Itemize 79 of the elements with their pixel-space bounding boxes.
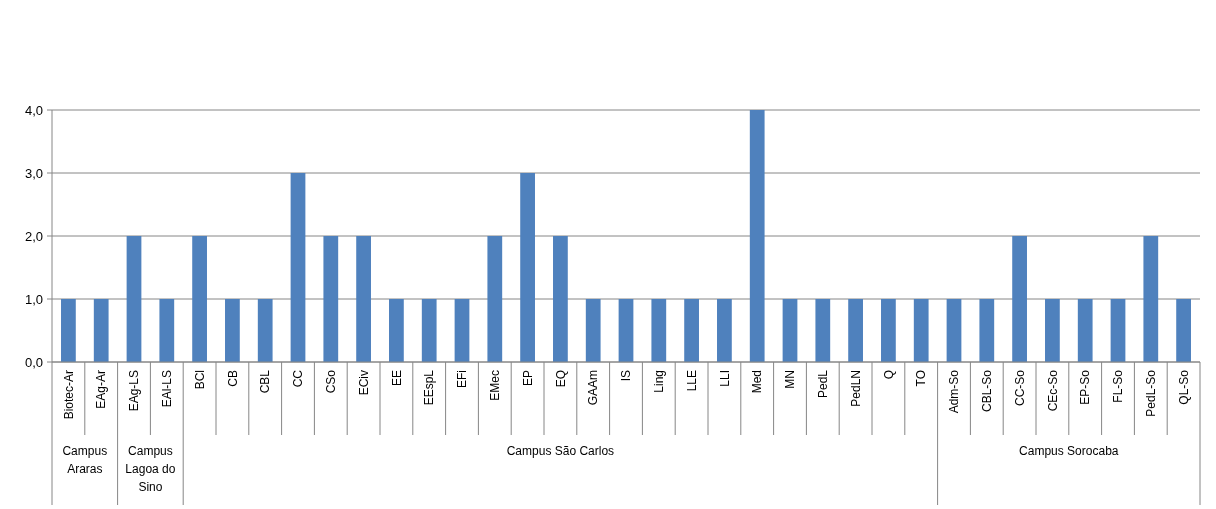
x-tick-label: EP-So <box>1078 369 1093 405</box>
x-tick-label: LLE <box>684 370 699 392</box>
bar <box>717 299 732 362</box>
x-tick-label: CSo <box>324 369 338 394</box>
bar <box>421 299 437 362</box>
bar <box>126 236 142 362</box>
x-tick-label: EAl-LS <box>160 370 174 408</box>
text: Campus Sorocaba <box>1019 444 1119 458</box>
x-tick-label: CC-So <box>1012 369 1027 407</box>
bar <box>848 299 863 362</box>
bar <box>553 236 568 362</box>
bar <box>881 299 896 362</box>
bar <box>946 299 962 362</box>
bar <box>815 299 831 362</box>
bar <box>979 299 995 362</box>
bar <box>93 299 109 362</box>
x-tick-label: CBL-So <box>980 369 994 413</box>
x-tick-label: EEspL <box>422 369 437 406</box>
bar <box>225 299 240 362</box>
bar <box>61 299 76 362</box>
x-tick-label: FL-So <box>1111 369 1126 403</box>
bar <box>389 299 404 362</box>
bar <box>1077 299 1093 362</box>
y-tick-label: 0,0 <box>24 354 43 370</box>
bar <box>454 299 470 362</box>
y-tick-label: 3,0 <box>24 165 43 181</box>
x-tick-label: IS <box>619 370 634 382</box>
bar <box>1176 299 1191 362</box>
bar <box>1045 299 1060 362</box>
x-tick-label: EE <box>389 370 404 387</box>
x-tick-label: EMec <box>488 370 502 401</box>
x-tick-label: Ling <box>652 370 666 393</box>
y-tick-label: 4,0 <box>24 102 43 118</box>
bar <box>585 299 601 362</box>
x-tick-label: QL-So <box>1176 369 1191 405</box>
bar <box>323 236 339 362</box>
x-tick-label: MN <box>783 370 798 389</box>
x-tick-label: CEc-So <box>1045 369 1060 412</box>
bar <box>1143 236 1159 362</box>
bar <box>257 299 273 362</box>
bar <box>192 236 207 362</box>
bar <box>684 299 699 362</box>
x-tick-label: CB <box>225 370 240 387</box>
bar <box>913 299 929 362</box>
x-tick-label: PedL <box>816 369 830 399</box>
bar <box>487 236 503 362</box>
text: Campus Araras <box>62 444 108 476</box>
x-tick-label: ECiv <box>356 370 371 396</box>
x-tick-label: Biotec-Ar <box>61 370 76 420</box>
bar <box>159 299 175 362</box>
x-tick-label: TO <box>914 370 929 387</box>
x-tick-label: PedL-So <box>1144 369 1158 417</box>
bar <box>782 299 798 362</box>
x-tick-label: GAAm <box>586 370 601 406</box>
text: Campus Lagoa do Sino <box>125 444 176 494</box>
x-tick-label: EFi <box>455 370 470 388</box>
x-tick-label: BCl <box>192 370 207 390</box>
y-tick-label: 2,0 <box>24 228 43 244</box>
y-tick-label: 1,0 <box>24 291 43 307</box>
bar <box>651 299 667 362</box>
bar <box>618 299 634 362</box>
x-tick-label: CBL <box>258 369 273 394</box>
bar <box>356 236 371 362</box>
bar <box>749 110 765 362</box>
x-tick-label: LLI <box>717 370 732 387</box>
bar <box>520 173 535 362</box>
x-tick-label: EAg-Ar <box>94 370 109 409</box>
x-tick-label: EQ <box>553 370 568 388</box>
bar <box>290 173 306 362</box>
x-tick-label: PedLN <box>848 370 863 407</box>
text: Campus São Carlos <box>506 444 615 458</box>
bar <box>1012 236 1027 362</box>
x-tick-label: CC <box>291 369 306 388</box>
bar <box>1110 299 1126 362</box>
x-tick-label: Adm-So <box>947 369 962 414</box>
x-tick-label: Med <box>750 370 765 394</box>
x-tick-label: EAg-LS <box>127 370 142 412</box>
x-tick-label: EP <box>520 370 535 387</box>
x-tick-label: Q <box>881 370 896 380</box>
